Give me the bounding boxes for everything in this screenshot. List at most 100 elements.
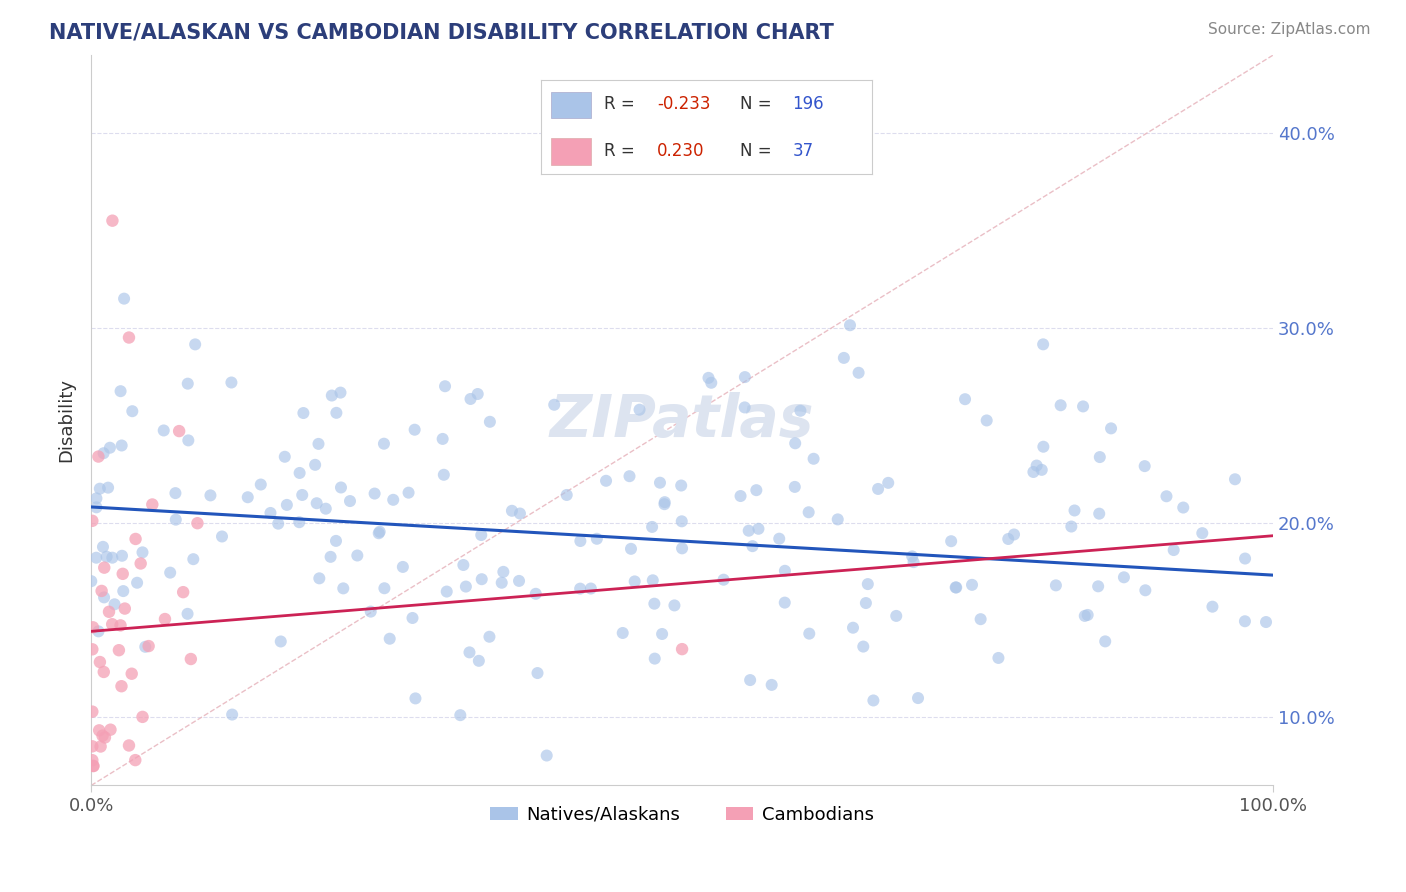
Point xyxy=(526,666,548,681)
Point xyxy=(730,489,752,503)
Point xyxy=(468,654,491,668)
Point xyxy=(643,597,665,611)
Point xyxy=(783,480,806,494)
Point xyxy=(734,401,756,415)
Point xyxy=(315,501,337,516)
Point xyxy=(785,436,807,450)
Point xyxy=(478,630,501,644)
Point xyxy=(471,572,494,586)
Point xyxy=(138,639,160,653)
Point xyxy=(453,558,475,572)
Point xyxy=(118,330,141,344)
Text: 37: 37 xyxy=(793,142,814,160)
Point xyxy=(172,585,194,599)
Point xyxy=(1049,398,1071,412)
Point xyxy=(308,571,330,585)
Point xyxy=(432,432,454,446)
Point xyxy=(392,560,415,574)
Point xyxy=(127,575,149,590)
Point xyxy=(200,488,222,502)
Point xyxy=(501,504,523,518)
Point xyxy=(436,584,458,599)
Point xyxy=(848,366,870,380)
Point xyxy=(738,524,761,538)
Point xyxy=(141,498,163,512)
Text: N =: N = xyxy=(740,95,776,113)
Point xyxy=(478,415,501,429)
Point xyxy=(325,406,347,420)
Point xyxy=(492,565,515,579)
Point xyxy=(761,678,783,692)
Point xyxy=(181,552,204,566)
Point xyxy=(620,541,643,556)
Point xyxy=(121,666,143,681)
Point xyxy=(619,469,641,483)
Point xyxy=(91,540,114,554)
Point xyxy=(449,708,471,723)
Point xyxy=(734,370,756,384)
Point xyxy=(458,645,481,659)
Point xyxy=(87,450,110,464)
Point xyxy=(84,550,107,565)
Point xyxy=(1234,551,1257,566)
Point xyxy=(82,642,104,657)
Point xyxy=(467,387,489,401)
Point xyxy=(304,458,326,472)
Point xyxy=(1191,526,1213,541)
Point xyxy=(868,482,890,496)
Point xyxy=(1045,578,1067,592)
Point xyxy=(1254,615,1277,629)
Point xyxy=(211,529,233,543)
Point xyxy=(346,549,368,563)
Text: NATIVE/ALASKAN VS CAMBODIAN DISABILITY CORRELATION CHART: NATIVE/ALASKAN VS CAMBODIAN DISABILITY C… xyxy=(49,22,834,42)
Point xyxy=(259,506,281,520)
Point xyxy=(1135,583,1157,598)
Point xyxy=(671,541,693,556)
Point xyxy=(508,574,530,588)
Point xyxy=(877,475,900,490)
Point xyxy=(1163,543,1185,558)
Point xyxy=(112,584,135,599)
Point xyxy=(509,507,531,521)
Point xyxy=(111,549,134,563)
Point xyxy=(1088,450,1111,464)
Point xyxy=(90,739,112,754)
Point xyxy=(612,626,634,640)
Point xyxy=(433,467,456,482)
Point xyxy=(1022,465,1045,479)
Point xyxy=(907,691,929,706)
Point xyxy=(177,376,200,391)
Point xyxy=(108,643,131,657)
Point xyxy=(360,605,382,619)
Point xyxy=(308,437,330,451)
Text: R =: R = xyxy=(605,95,640,113)
Point xyxy=(536,748,558,763)
Point xyxy=(110,618,132,632)
Point xyxy=(101,550,124,565)
Point xyxy=(82,759,104,773)
Point xyxy=(98,441,121,455)
Point xyxy=(773,564,796,578)
Point xyxy=(1112,570,1135,584)
Point xyxy=(82,514,104,528)
Point xyxy=(274,450,297,464)
Point xyxy=(165,513,187,527)
Point xyxy=(799,626,821,640)
Point xyxy=(745,483,768,498)
Point xyxy=(93,560,115,574)
Point xyxy=(555,488,578,502)
Point xyxy=(747,522,769,536)
Point xyxy=(131,710,153,724)
Point xyxy=(960,578,983,592)
Point xyxy=(1032,440,1054,454)
Point xyxy=(543,398,565,412)
Point xyxy=(1025,458,1047,473)
Point xyxy=(382,492,405,507)
Point xyxy=(121,404,143,418)
Point xyxy=(319,549,342,564)
Point xyxy=(671,642,693,657)
Point xyxy=(941,534,963,549)
Point xyxy=(1233,614,1256,628)
Point xyxy=(945,581,967,595)
Point xyxy=(1201,599,1223,614)
